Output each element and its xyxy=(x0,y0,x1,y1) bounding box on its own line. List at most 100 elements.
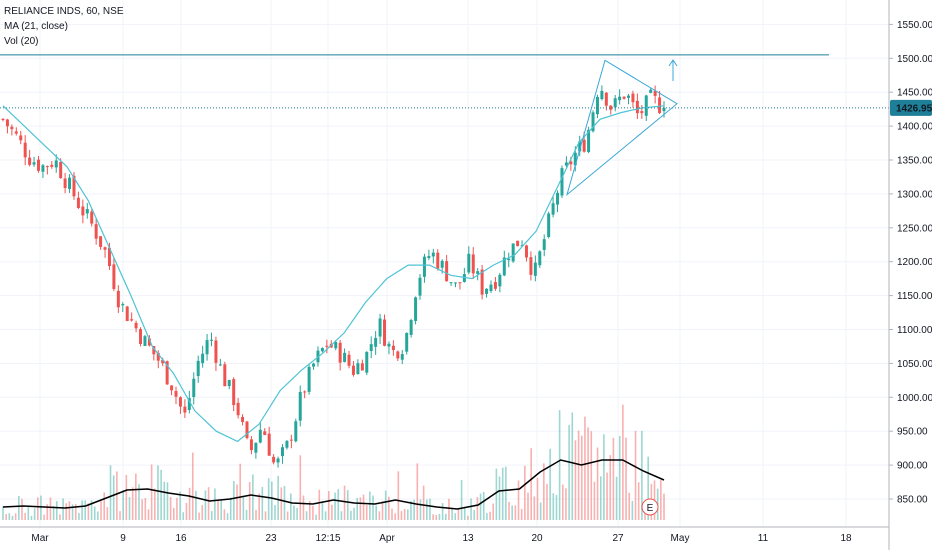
volume-bar xyxy=(463,506,466,520)
volume-bar xyxy=(587,427,589,520)
legend: RELIANCE INDS, 60, NSE MA (21, close) Vo… xyxy=(4,4,123,49)
volume-bar xyxy=(318,489,321,520)
candle-body xyxy=(516,240,520,247)
candle-body xyxy=(1,118,5,120)
candle-body xyxy=(320,348,324,352)
candle-body xyxy=(183,406,187,413)
candle-body xyxy=(94,224,98,239)
candle-body xyxy=(90,211,94,224)
candle-body xyxy=(258,429,262,443)
time-tick-label: Mar xyxy=(31,533,49,544)
candle-body xyxy=(68,177,72,189)
candle-body xyxy=(170,385,174,391)
candle-body xyxy=(644,95,648,116)
volume-bar xyxy=(400,511,403,520)
volume-bar xyxy=(634,430,637,520)
candle-body xyxy=(551,203,555,215)
candle-body xyxy=(134,322,138,329)
volume-bar xyxy=(125,475,128,520)
candle-body xyxy=(422,256,426,277)
volume-bar xyxy=(255,509,257,520)
volume-bar xyxy=(252,474,254,520)
volume-bar xyxy=(24,513,26,520)
candle-body xyxy=(529,257,533,275)
candle-body xyxy=(533,262,537,276)
volume-bar xyxy=(555,495,558,520)
volume-bars xyxy=(2,404,665,520)
time-tick-label: May xyxy=(671,533,690,544)
volume-bar xyxy=(204,490,207,520)
grid xyxy=(0,0,889,527)
volume-bar xyxy=(479,493,482,520)
volume-bar xyxy=(482,491,485,520)
volume-bar xyxy=(87,503,90,520)
candle-body xyxy=(343,352,347,362)
candle-body xyxy=(635,100,639,114)
candle-body xyxy=(72,175,76,197)
last-price-badge: 1426.95 xyxy=(890,99,932,116)
candle-body xyxy=(378,318,382,337)
volume-bar xyxy=(229,497,232,520)
time-axis[interactable]: Mar 9 16 23 12:15 Apr 13 20 27 May 11 18 xyxy=(0,526,889,544)
candle-body xyxy=(50,164,54,167)
volume-bar xyxy=(18,496,20,520)
candle-body xyxy=(387,343,391,347)
volume-bar xyxy=(508,501,510,520)
ma-indicator-label[interactable]: MA (21, close) xyxy=(4,21,68,32)
volume-bar xyxy=(365,505,368,520)
volume-bar xyxy=(157,465,159,520)
volume-bar xyxy=(457,507,460,520)
time-tick-label: 12:15 xyxy=(315,533,340,544)
volume-bar xyxy=(36,497,39,520)
volume-bar xyxy=(574,440,577,520)
volume-bar xyxy=(239,463,242,520)
candle-body xyxy=(276,458,280,463)
volume-bar xyxy=(647,456,649,520)
volume-bar xyxy=(660,480,662,520)
symbol-title[interactable]: RELIANCE INDS, 60, NSE xyxy=(4,6,124,17)
volume-bar xyxy=(271,481,273,520)
candle-body xyxy=(210,339,214,341)
volume-bar xyxy=(5,514,7,520)
candle-body xyxy=(254,442,258,453)
volume-indicator-label[interactable]: Vol (20) xyxy=(4,36,39,47)
candle-body xyxy=(600,90,604,100)
volume-bar xyxy=(166,482,169,520)
candle-body xyxy=(587,129,591,153)
triangle-pattern[interactable] xyxy=(566,59,678,196)
volume-bar xyxy=(378,511,381,520)
volume-bar xyxy=(622,404,624,520)
volume-bar xyxy=(93,506,96,520)
candle-body xyxy=(165,361,169,385)
candle-body xyxy=(489,284,493,292)
candle-body xyxy=(485,288,489,294)
volume-bar xyxy=(68,501,71,520)
candle-body xyxy=(45,166,49,168)
candle-body xyxy=(618,96,622,101)
candle-body xyxy=(493,282,497,289)
volume-bar xyxy=(429,498,431,520)
candles xyxy=(1,85,666,468)
volume-bar xyxy=(179,491,181,520)
time-tick-label: 20 xyxy=(531,533,543,544)
candle-body xyxy=(573,152,577,166)
candle-body xyxy=(32,162,36,165)
candle-body xyxy=(85,209,89,214)
volume-bar xyxy=(369,491,371,520)
arrow-up-icon[interactable] xyxy=(668,59,678,81)
earnings-event-icon[interactable]: E xyxy=(641,498,659,516)
volume-bar xyxy=(663,493,665,520)
candle-body xyxy=(445,261,449,282)
candle-body xyxy=(467,253,471,273)
volume-bar xyxy=(141,499,143,520)
price-axis[interactable]: 850.00 900.00 950.00 1000.00 1050.00 1100.00 1… xyxy=(888,0,932,550)
volume-bar xyxy=(220,500,223,520)
candle-body xyxy=(374,337,378,347)
time-tick-label: 11 xyxy=(758,533,769,544)
candle-body xyxy=(201,353,205,364)
candle-body xyxy=(449,282,453,284)
candle-body xyxy=(214,340,218,363)
volume-bar xyxy=(527,492,529,520)
